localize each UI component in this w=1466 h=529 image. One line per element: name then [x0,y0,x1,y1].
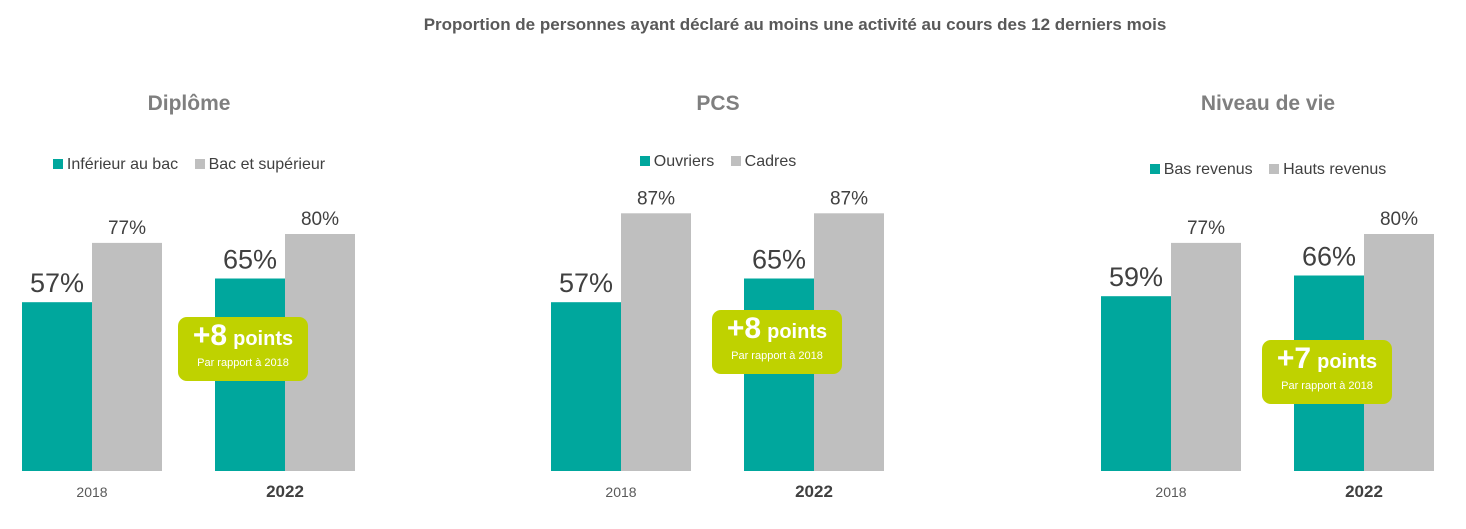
chart-panel-niveau-de-vie: Niveau de vie Bas revenus Hauts revenus … [1101,0,1435,529]
legend-label: Inférieur au bac [66,156,179,173]
legend-label: Bac et supérieur [208,156,326,173]
bar-plot: 57% 87% 2018 65% 87% 2022 [551,188,884,501]
badge-note: Par rapport à 2018 [197,357,289,369]
badge-value: +8 [726,312,762,345]
badge-value-line: +8 points [178,319,308,356]
legend-item-series-2: Bac et supérieur [194,156,326,174]
legend-label: Bas revenus [1163,161,1253,178]
legend-label: Ouvriers [653,153,715,170]
change-badge: +8 points Par rapport à 2018 [178,317,308,381]
x-tick-label: 2022 [266,482,304,501]
data-label: 80% [301,209,339,230]
change-badge: +8 points Par rapport à 2018 [712,310,842,374]
legend-item-series-2: Cadres [730,153,797,171]
x-tick-label: 2018 [605,484,636,500]
chart-panel-diplome: Diplôme Inférieur au bac Bac et supérieu… [22,0,356,529]
change-badge: +7 points Par rapport à 2018 [1262,340,1392,404]
data-label: 77% [1187,218,1225,239]
legend-swatch [1269,164,1280,174]
legend-item-series-1: Bas revenus [1149,161,1253,179]
badge-note: Par rapport à 2018 [731,350,823,362]
badge-value-line: +8 points [712,312,842,349]
bar-2018-series-2 [1171,242,1241,471]
x-tick-label: 2022 [795,482,833,501]
legend: Inférieur au bac Bac et supérieur [22,156,356,174]
badge-note: Par rapport à 2018 [1281,380,1373,392]
data-label: 87% [637,188,675,209]
bar-2018-series-1 [1101,296,1171,471]
panel-title: Diplôme [147,92,231,115]
bar-2018-series-2 [92,242,162,471]
legend-label: Hauts revenus [1283,161,1387,178]
legend-swatch [52,159,63,169]
chart-title: Proportion de personnes ayant déclaré au… [423,15,1167,34]
badge-unit: points [767,321,828,343]
x-tick-label: 2022 [1345,482,1383,501]
data-label: 66% [1302,242,1356,272]
panel-title: Niveau de vie [1200,92,1336,115]
legend: Bas revenus Hauts revenus [1101,161,1435,179]
data-label: 77% [108,218,146,239]
x-tick-label: 2018 [76,484,107,500]
bar-2018-series-2 [621,213,691,472]
legend-label: Cadres [744,153,797,170]
x-tick-label: 2018 [1155,484,1186,500]
bar-plot: 57% 77% 2018 65% 80% 2022 [22,209,355,501]
panel-title: PCS [696,92,740,115]
legend-item-series-1: Ouvriers [639,153,715,171]
badge-value: +8 [192,319,228,352]
data-label: 87% [830,188,868,209]
data-label: 57% [559,268,613,298]
data-label: 80% [1380,209,1418,230]
data-label: 65% [752,245,806,275]
badge-value-line: +7 points [1262,342,1392,379]
legend-item-series-2: Hauts revenus [1269,161,1386,179]
legend-swatch [194,159,205,169]
bar-2022-series-1 [744,278,814,471]
badge-value: +7 [1276,342,1312,375]
bar-2018-series-1 [551,302,621,471]
legend-swatch [730,156,741,166]
badge-unit: points [233,328,294,350]
data-label: 65% [223,245,277,275]
legend-swatch [1149,164,1160,174]
chart-panel-pcs: PCS Ouvriers Cadres 57% 87% 2018 65% 87% 2022… [551,0,885,529]
bar-2018-series-1 [22,302,92,471]
legend-swatch [639,156,650,166]
data-label: 59% [1109,262,1163,292]
badge-unit: points [1317,351,1378,373]
legend: Ouvriers Cadres [551,153,885,171]
bar-plot: 59% 77% 2018 66% 80% 2022 [1101,209,1434,501]
legend-item-series-1: Inférieur au bac [52,156,179,174]
data-label: 57% [30,268,84,298]
